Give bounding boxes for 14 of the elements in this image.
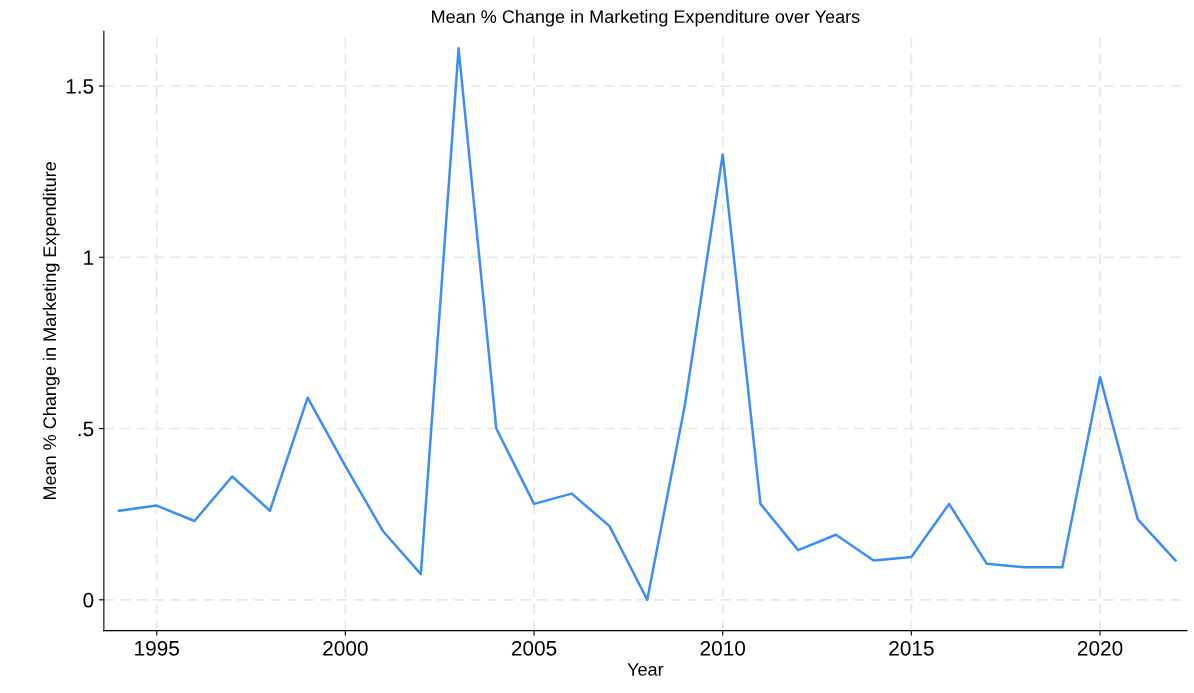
x-tick-label: 2000: [323, 640, 368, 656]
y-tick-label: 1.5: [66, 79, 94, 94]
x-tick-label: 1995: [135, 640, 180, 656]
x-tick-label: 2015: [889, 640, 934, 656]
x-tick-label: 2020: [1077, 640, 1123, 656]
x-axis-title: Year: [627, 663, 664, 676]
y-axis-title: Mean % Change in Marketing Expenditure: [42, 162, 60, 500]
y-tick-label: 0: [83, 592, 94, 608]
y-tick-label: .5: [78, 421, 94, 437]
chart-title: Mean % Change in Marketing Expenditure over Years: [432, 9, 860, 27]
x-tick-label: 2010: [700, 640, 746, 656]
x-tick-label: 2005: [511, 640, 557, 656]
y-tick-label: 1: [84, 250, 94, 265]
line-series: [117, 47, 1177, 602]
